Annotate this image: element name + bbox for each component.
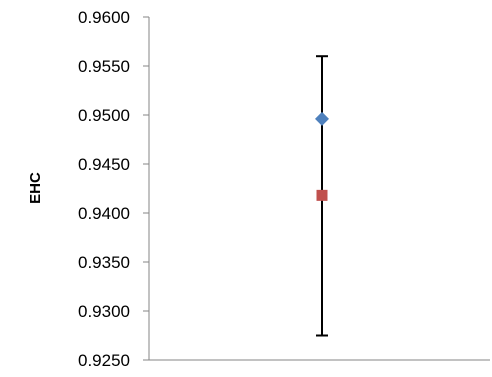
data-point-diamond [315, 111, 329, 126]
y-tick-label: 0.9350 [78, 253, 130, 272]
y-tick-label: 0.9300 [78, 302, 130, 321]
y-tick-label: 0.9250 [78, 351, 130, 370]
y-tick-label: 0.9600 [78, 8, 130, 27]
y-tick-label: 0.9450 [78, 155, 130, 174]
axis-group [143, 16, 490, 361]
marker-group [315, 111, 329, 201]
y-tick-label: 0.9400 [78, 204, 130, 223]
y-tick-label: 0.9500 [78, 106, 130, 125]
data-point-square [316, 189, 328, 201]
tick-label-group: 0.9600 0.9550 0.9500 0.9450 0.9400 0.9350 0.93… [78, 8, 130, 370]
y-axis-title: EHC [27, 172, 44, 204]
y-tick-label: 0.9550 [78, 57, 130, 76]
